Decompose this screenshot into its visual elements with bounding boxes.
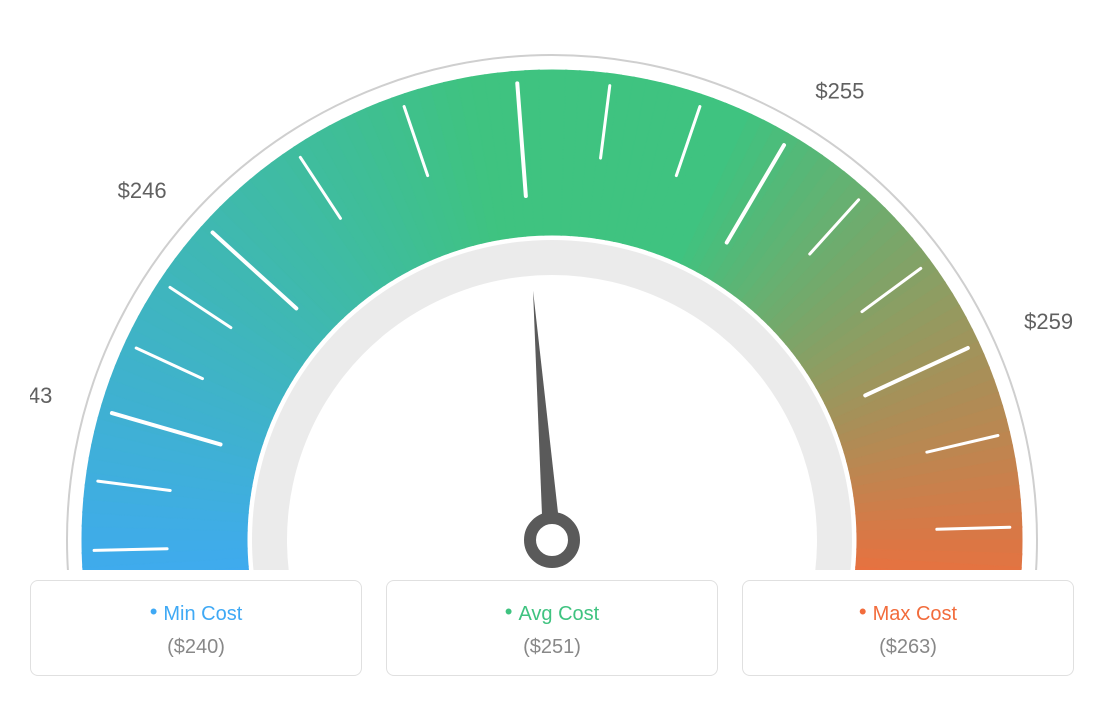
legend-card-max: • Max Cost ($263) [742, 580, 1074, 676]
svg-text:$243: $243 [30, 383, 52, 408]
legend-title-avg: •Avg Cost [387, 599, 717, 626]
legend-title-max: • Max Cost [743, 599, 1073, 626]
legend-min-label: Min Cost [163, 603, 242, 625]
dot-icon: • [505, 599, 513, 624]
legend-avg-value: ($251) [387, 636, 717, 659]
dot-icon: • [150, 599, 158, 624]
svg-text:$255: $255 [815, 79, 864, 104]
svg-text:$246: $246 [118, 178, 167, 203]
legend-title-min: •Min Cost [31, 599, 361, 626]
svg-text:$251: $251 [488, 30, 537, 33]
legend-max-value: ($263) [743, 636, 1073, 659]
legend-card-min: •Min Cost ($240) [30, 580, 362, 676]
legend-avg-label: Avg Cost [518, 603, 599, 625]
legend-min-value: ($240) [31, 636, 361, 659]
gauge-svg: $240$243$246$251$255$259$263 [30, 30, 1074, 570]
svg-text:$259: $259 [1024, 309, 1073, 334]
legend-max-label: Max Cost [873, 603, 957, 625]
legend-row: •Min Cost ($240) •Avg Cost ($251) •Max C… [30, 580, 1074, 676]
cost-gauge: $240$243$246$251$255$259$263 [30, 30, 1074, 570]
legend-card-avg: •Avg Cost ($251) [386, 580, 718, 676]
dot-icon: • [859, 599, 867, 624]
